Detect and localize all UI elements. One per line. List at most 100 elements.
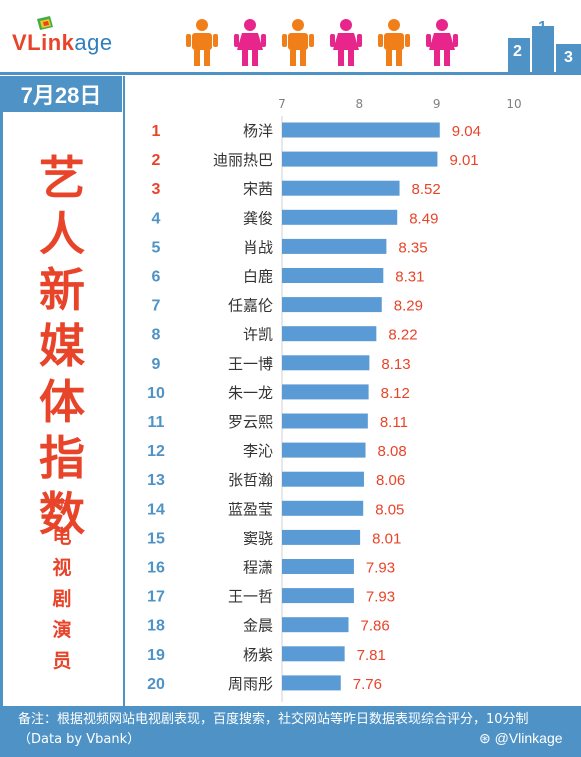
bar [282,238,387,254]
ranking-bar-chart: 7 8 9 10 1 杨洋 9.04 2 迪丽热巴 9.01 3 宋茜 8.52 4 龚俊 8.49 5 肖战 8.… [147,97,522,702]
value-label: 7.86 [361,618,390,635]
people-icons [186,19,458,66]
artist-name: 程潇 [243,559,273,577]
rank-number: 3 [152,181,161,198]
title-char: 指 [39,431,85,485]
rank-number: 14 [147,501,165,518]
x-tick-label: 7 [278,97,286,111]
rank-number: 13 [147,472,165,489]
bar [282,588,354,604]
logo-text-age: age [74,30,113,55]
bar [282,471,364,487]
subtitle-char: 员 [52,650,72,672]
artist-name: 迪丽热巴 [213,151,273,169]
male-person-icon [186,19,218,66]
logo-mark-icon [37,16,53,30]
value-label: 8.05 [375,501,404,518]
rank-number: 2 [152,152,161,169]
artist-name: 杨紫 [243,646,273,664]
value-label: 7.93 [366,560,395,577]
x-tick-label: 8 [356,97,364,111]
header-divider-line [0,72,581,75]
vlinkage-logo: VLinkage [12,30,113,56]
bar [282,122,440,138]
bar [282,442,366,458]
title-char: 人 [39,207,85,261]
x-tick-label: 9 [433,97,441,111]
bar [282,355,370,371]
rank-number: 4 [152,210,161,227]
female-person-icon [330,19,362,66]
bar [282,209,398,225]
bar [282,384,369,400]
vertical-title: 艺 人 新 媒 体 指 数 [24,150,100,542]
artist-name: 任嘉伦 [228,297,273,315]
rank-number: 17 [147,589,165,606]
x-tick-label: 10 [506,97,521,111]
value-label: 8.52 [412,181,441,198]
artist-name: 龚俊 [243,209,273,227]
value-label: 8.01 [372,530,401,547]
artist-name: 罗云熙 [228,413,273,431]
bar [282,268,384,283]
bar [282,413,368,429]
weibo-handle-text: @Vlinkage [494,730,563,746]
bar [282,180,400,196]
vertical-subtitle: 电 视 剧 演 员 [24,522,100,677]
value-label: 8.29 [394,298,423,315]
title-char: 体 [39,375,85,429]
rank-number: 16 [147,560,165,577]
female-person-icon [234,19,266,66]
rank-number: 19 [147,647,165,664]
value-label: 8.12 [381,385,410,402]
footnote: 备注：根据视频网站电视剧表现，百度搜索，社交网站等昨日数据表现综合评分，10分制… [18,712,529,747]
value-label: 8.49 [409,210,438,227]
artist-name: 杨洋 [243,122,273,140]
subtitle-char: 视 [52,557,72,579]
artist-name: 宋茜 [243,180,273,198]
artist-name: 肖战 [243,238,273,256]
artist-name: 窦骁 [243,529,273,547]
bar [282,646,345,662]
value-label: 9.04 [452,123,481,140]
logo-text-v: VLink [12,30,75,55]
artist-name: 李沁 [243,442,273,460]
weibo-handle: ⊛ @Vlinkage [479,730,563,746]
value-label: 8.11 [380,414,408,431]
bar [282,559,354,574]
title-char: 数 [39,487,85,541]
value-label: 8.22 [388,327,417,344]
male-person-icon [282,19,314,66]
title-char: 新 [39,263,85,317]
rank-number: 12 [147,443,165,460]
female-person-icon [426,19,458,66]
rank-number: 20 [147,676,165,693]
podium-digit-2: 2 [513,43,522,60]
artist-name: 蓝盈莹 [228,500,273,518]
artist-name: 金晨 [243,617,273,635]
title-char: 艺 [39,151,85,205]
podium-digit-3: 3 [564,49,573,66]
value-label: 8.31 [395,269,424,286]
value-label: 8.35 [398,239,427,256]
rank-number: 15 [147,530,165,547]
bar [282,326,377,342]
title-asterisk: * [57,495,67,516]
date-badge: 7月28日 [0,76,122,112]
left-border-line [0,112,3,706]
podium-digit-1: 1 [538,19,547,36]
value-label: 8.08 [378,443,407,460]
artist-name: 白鹿 [243,268,273,286]
subtitle-char: 演 [52,619,72,641]
rank-number: 5 [152,239,161,256]
artist-name: 王一博 [228,355,273,373]
rank-number: 18 [147,618,165,635]
bar [282,529,361,545]
rank-number: 11 [148,414,165,431]
artist-name: 王一哲 [228,588,273,606]
artist-name: 许凯 [243,326,273,344]
rank-number: 7 [152,298,161,315]
rank-number: 10 [147,385,165,402]
value-label: 7.76 [353,676,382,693]
value-label: 7.93 [366,589,395,606]
